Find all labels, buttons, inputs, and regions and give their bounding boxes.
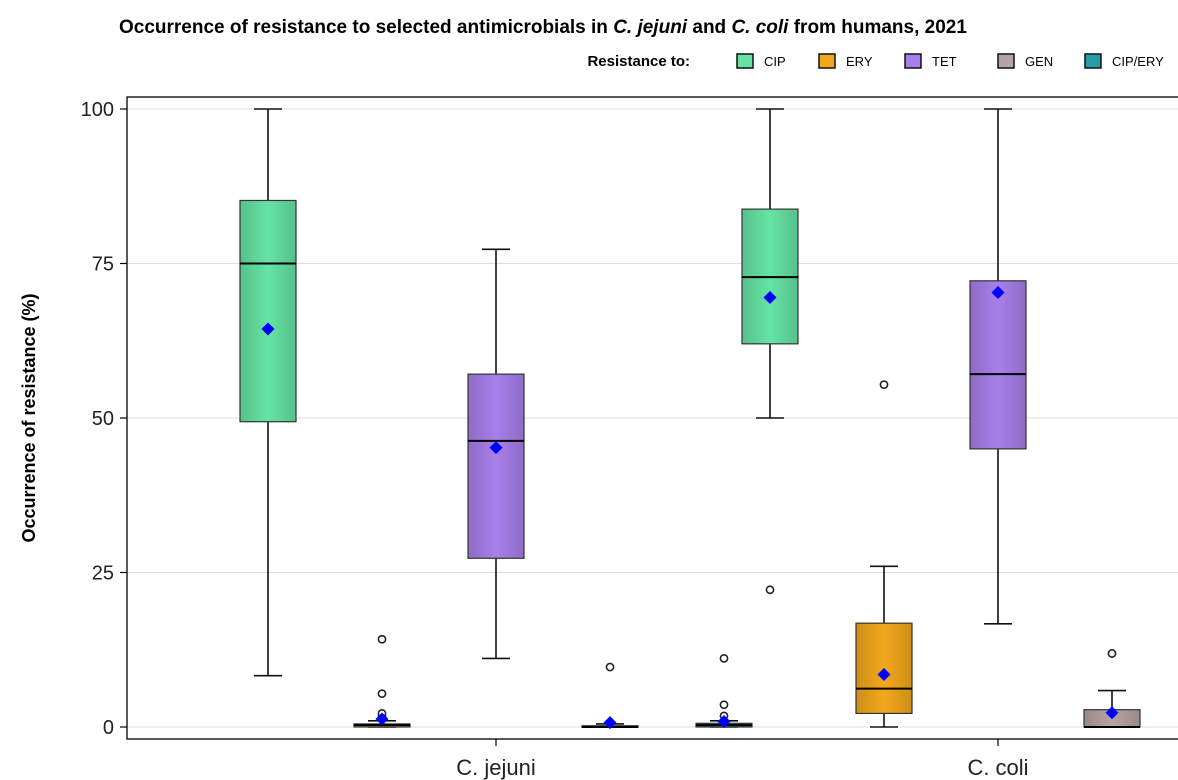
outlier-point: [1107, 649, 1117, 658]
legend-label: CIP/ERY: [1112, 54, 1164, 69]
mean-marker: [261, 322, 275, 336]
legend-swatch-cip: [736, 53, 754, 69]
outlier-point: [377, 689, 387, 699]
gridlines: [128, 108, 1178, 728]
title-part: from humans, 2021: [788, 17, 967, 38]
mean-marker: [489, 441, 503, 455]
legend-label: ERY: [846, 54, 873, 69]
box-gen-c-coli: [1083, 649, 1141, 728]
outlier-point: [719, 700, 729, 710]
mean-marker: [717, 714, 731, 728]
chart-title: Occurrence of resistance to selected ant…: [119, 17, 967, 38]
legend-title: Resistance to:: [587, 53, 690, 70]
y-axis: 0 25 50 75 100: [81, 99, 127, 739]
y-axis-label: Occurrence of resistance (%): [19, 293, 39, 542]
title-part: C. jejuni: [613, 17, 688, 38]
legend-swatch-tet: [904, 53, 922, 69]
legend-swatch-cip-ery: [1084, 53, 1102, 69]
mean-marker: [763, 290, 777, 304]
box-tet-c-coli: [969, 108, 1027, 625]
y-tick-label: 75: [92, 254, 114, 276]
box-iqr: [969, 280, 1027, 450]
outlier-point: [879, 380, 889, 390]
legend-swatch-gen: [997, 53, 1015, 69]
legend-swatch-ery: [818, 53, 836, 69]
box-tet-c-jejuni: [467, 248, 525, 660]
title-part: and: [687, 17, 731, 38]
title-part: Occurrence of resistance to selected ant…: [119, 17, 613, 38]
title-part: C. coli: [731, 17, 789, 38]
mean-marker: [375, 712, 389, 726]
box-cip-c-coli: [741, 108, 799, 595]
x-category-label: C. coli: [967, 755, 1028, 780]
legend-label: GEN: [1025, 54, 1053, 69]
mean-marker: [1105, 706, 1119, 720]
box-gen-c-jejuni: [581, 662, 639, 730]
plot-frame: [126, 96, 1178, 740]
outlier-point: [605, 662, 615, 672]
outlier-point: [719, 654, 729, 663]
legend: Resistance to: CIP ERY TET GEN CIP/ERY: [587, 53, 1164, 70]
box-ery-c-jejuni: [353, 634, 411, 728]
box-iqr: [467, 373, 525, 559]
y-tick-label: 25: [92, 563, 114, 585]
outlier-point: [377, 634, 387, 644]
mean-marker: [877, 667, 891, 681]
y-tick-label: 50: [92, 408, 114, 430]
box-cip-ery-c-jejuni: [695, 654, 753, 728]
outlier-point: [765, 585, 775, 595]
x-axis: C. jejuni C. coli: [456, 739, 1029, 780]
legend-label: TET: [932, 54, 957, 69]
y-tick-label: 0: [103, 717, 114, 739]
x-category-label: C. jejuni: [456, 755, 535, 780]
box-ery-c-coli: [855, 380, 913, 728]
boxes: [239, 108, 1141, 730]
box-iqr: [239, 199, 297, 423]
y-tick-label: 100: [81, 99, 114, 121]
box-cip-c-jejuni: [239, 108, 297, 677]
mean-marker: [603, 716, 617, 730]
legend-label: CIP: [764, 54, 786, 69]
mean-marker: [991, 286, 1005, 300]
